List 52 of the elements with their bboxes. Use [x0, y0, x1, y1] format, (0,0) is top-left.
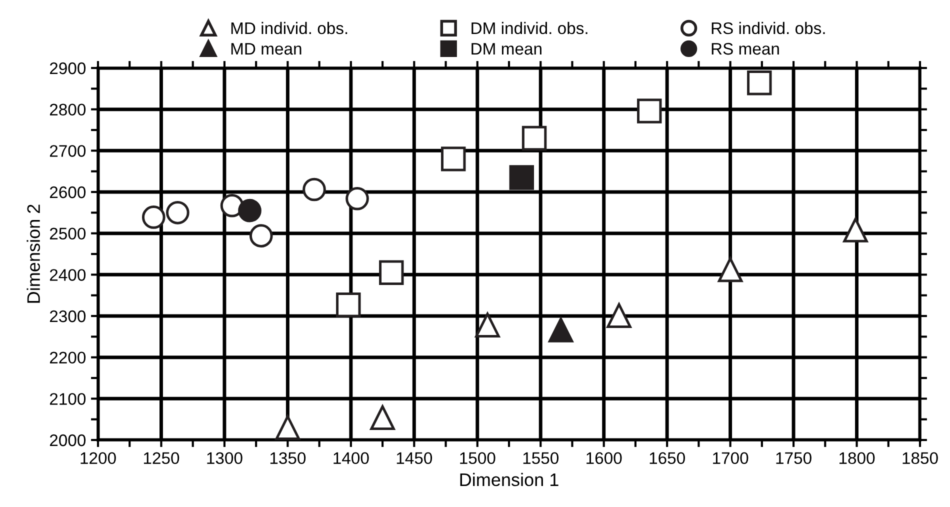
point — [637, 98, 662, 124]
x-axis-title: Dimension 1 — [460, 472, 558, 486]
y-tick-label: 2800 — [50, 104, 86, 116]
y-tick-label: 2900 — [50, 62, 86, 74]
y-tick-label: 2400 — [50, 269, 86, 281]
point — [548, 318, 574, 342]
x-tick-label: 1250 — [144, 452, 180, 464]
x-tick-label: 1700 — [713, 452, 748, 464]
legend-label: RS mean — [712, 42, 779, 55]
y-tick-label: 2200 — [50, 352, 86, 364]
legend-label: RS individ. obs. — [712, 22, 825, 34]
point — [142, 206, 166, 229]
x-tick-label: 1400 — [334, 452, 369, 464]
y-tick-label: 2600 — [50, 186, 86, 198]
point — [302, 178, 326, 202]
y-tick-label: 2000 — [50, 434, 86, 446]
point — [370, 405, 395, 430]
point — [379, 260, 404, 285]
y-tick-label: 2300 — [50, 310, 86, 322]
x-tick-label: 1750 — [776, 452, 812, 464]
y-tick-label: 2100 — [50, 393, 86, 405]
point — [522, 126, 547, 151]
x-tick-label: 1500 — [460, 452, 496, 464]
legend-label: MD individ. obs. — [231, 22, 348, 34]
legend-label: MD mean — [231, 43, 302, 55]
y-axis-title: Dimension 2 — [26, 204, 40, 303]
x-tick-label: 1450 — [396, 452, 432, 464]
point — [718, 257, 743, 282]
point — [166, 201, 190, 224]
point — [238, 198, 262, 222]
point — [275, 415, 300, 440]
x-tick-label: 1850 — [902, 452, 938, 464]
x-tick-label: 1600 — [586, 452, 622, 464]
point — [475, 312, 500, 338]
x-tick-label: 1650 — [650, 452, 685, 464]
y-tick-label: 2500 — [50, 228, 86, 240]
x-tick-label: 1800 — [840, 452, 875, 464]
point — [346, 186, 369, 210]
x-tick-label: 1300 — [207, 452, 242, 464]
point — [249, 224, 273, 248]
x-tick-label: 1200 — [80, 452, 116, 464]
point — [440, 146, 466, 172]
point — [843, 218, 868, 242]
x-tick-label: 1350 — [270, 452, 306, 464]
x-tick-label: 1550 — [523, 452, 559, 464]
y-tick-label: 2700 — [50, 145, 86, 157]
point — [747, 70, 772, 96]
point — [606, 303, 632, 328]
point — [336, 292, 361, 318]
legend-label: DM individ. obs. — [472, 22, 588, 34]
legend-label: DM mean — [472, 43, 542, 55]
point — [509, 165, 534, 190]
